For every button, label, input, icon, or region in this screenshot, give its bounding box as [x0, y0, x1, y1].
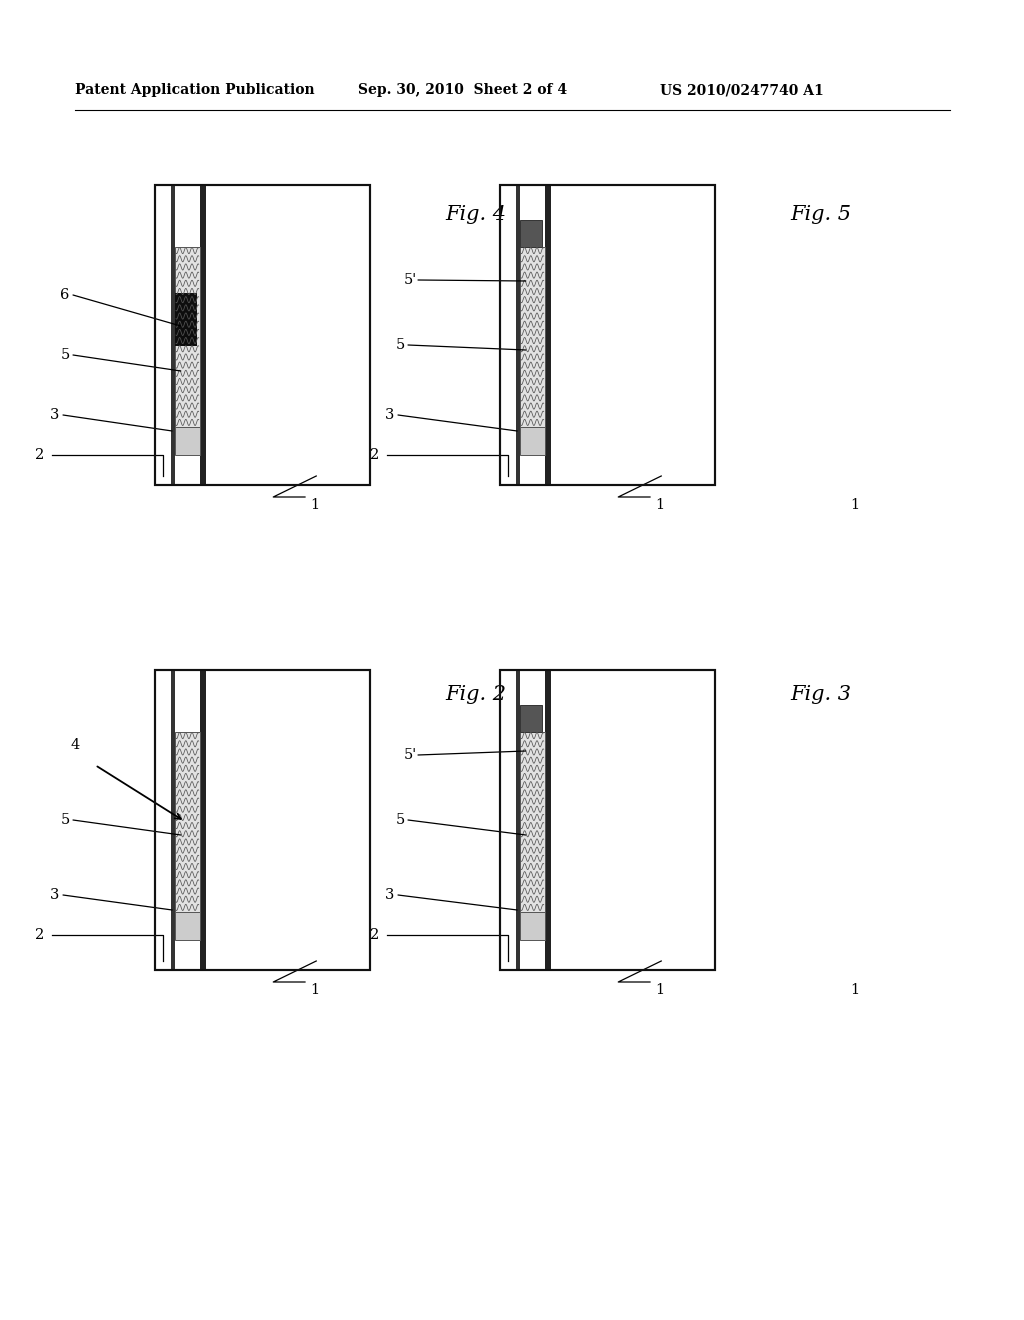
Bar: [175, 247, 200, 426]
Text: 5: 5: [395, 338, 404, 352]
Text: Fig. 5: Fig. 5: [790, 205, 851, 224]
Text: 2: 2: [371, 447, 380, 462]
Bar: [520, 705, 542, 731]
Text: 1: 1: [851, 983, 859, 997]
Text: 5: 5: [395, 813, 404, 828]
Bar: [155, 185, 370, 484]
Bar: [171, 671, 175, 970]
Bar: [500, 671, 715, 970]
Text: US 2010/0247740 A1: US 2010/0247740 A1: [660, 83, 823, 96]
Text: 1: 1: [655, 498, 665, 512]
Text: Sep. 30, 2010  Sheet 2 of 4: Sep. 30, 2010 Sheet 2 of 4: [358, 83, 567, 96]
Bar: [520, 426, 545, 455]
Bar: [175, 426, 200, 455]
Text: 5': 5': [403, 273, 417, 286]
Bar: [175, 731, 200, 912]
Text: 2: 2: [36, 928, 45, 942]
Text: 6: 6: [60, 288, 70, 302]
Bar: [175, 293, 198, 346]
Text: 5': 5': [403, 748, 417, 762]
Text: 1: 1: [310, 498, 319, 512]
Text: 4: 4: [71, 738, 80, 752]
Bar: [155, 671, 370, 970]
Bar: [520, 912, 545, 940]
Text: Fig. 2: Fig. 2: [445, 685, 506, 704]
Bar: [520, 731, 545, 912]
Bar: [500, 185, 715, 484]
Bar: [545, 185, 551, 484]
Text: Patent Application Publication: Patent Application Publication: [75, 83, 314, 96]
Text: 5: 5: [60, 813, 70, 828]
Bar: [500, 185, 715, 484]
Bar: [545, 671, 551, 970]
Bar: [200, 671, 206, 970]
Bar: [520, 247, 545, 426]
Text: 1: 1: [310, 983, 319, 997]
Text: 3: 3: [50, 888, 59, 902]
Text: 3: 3: [50, 408, 59, 422]
Bar: [155, 671, 370, 970]
Text: 3: 3: [385, 408, 394, 422]
Bar: [200, 185, 206, 484]
Bar: [516, 671, 520, 970]
Text: 1: 1: [851, 498, 859, 512]
Bar: [175, 912, 200, 940]
Bar: [171, 185, 175, 484]
Text: 1: 1: [655, 983, 665, 997]
Bar: [520, 219, 542, 247]
Bar: [155, 185, 370, 484]
Bar: [516, 185, 520, 484]
Bar: [500, 671, 715, 970]
Text: 2: 2: [36, 447, 45, 462]
Text: 5: 5: [60, 348, 70, 362]
Text: Fig. 4: Fig. 4: [445, 205, 506, 224]
Text: 3: 3: [385, 888, 394, 902]
Text: 2: 2: [371, 928, 380, 942]
Text: Fig. 3: Fig. 3: [790, 685, 851, 704]
